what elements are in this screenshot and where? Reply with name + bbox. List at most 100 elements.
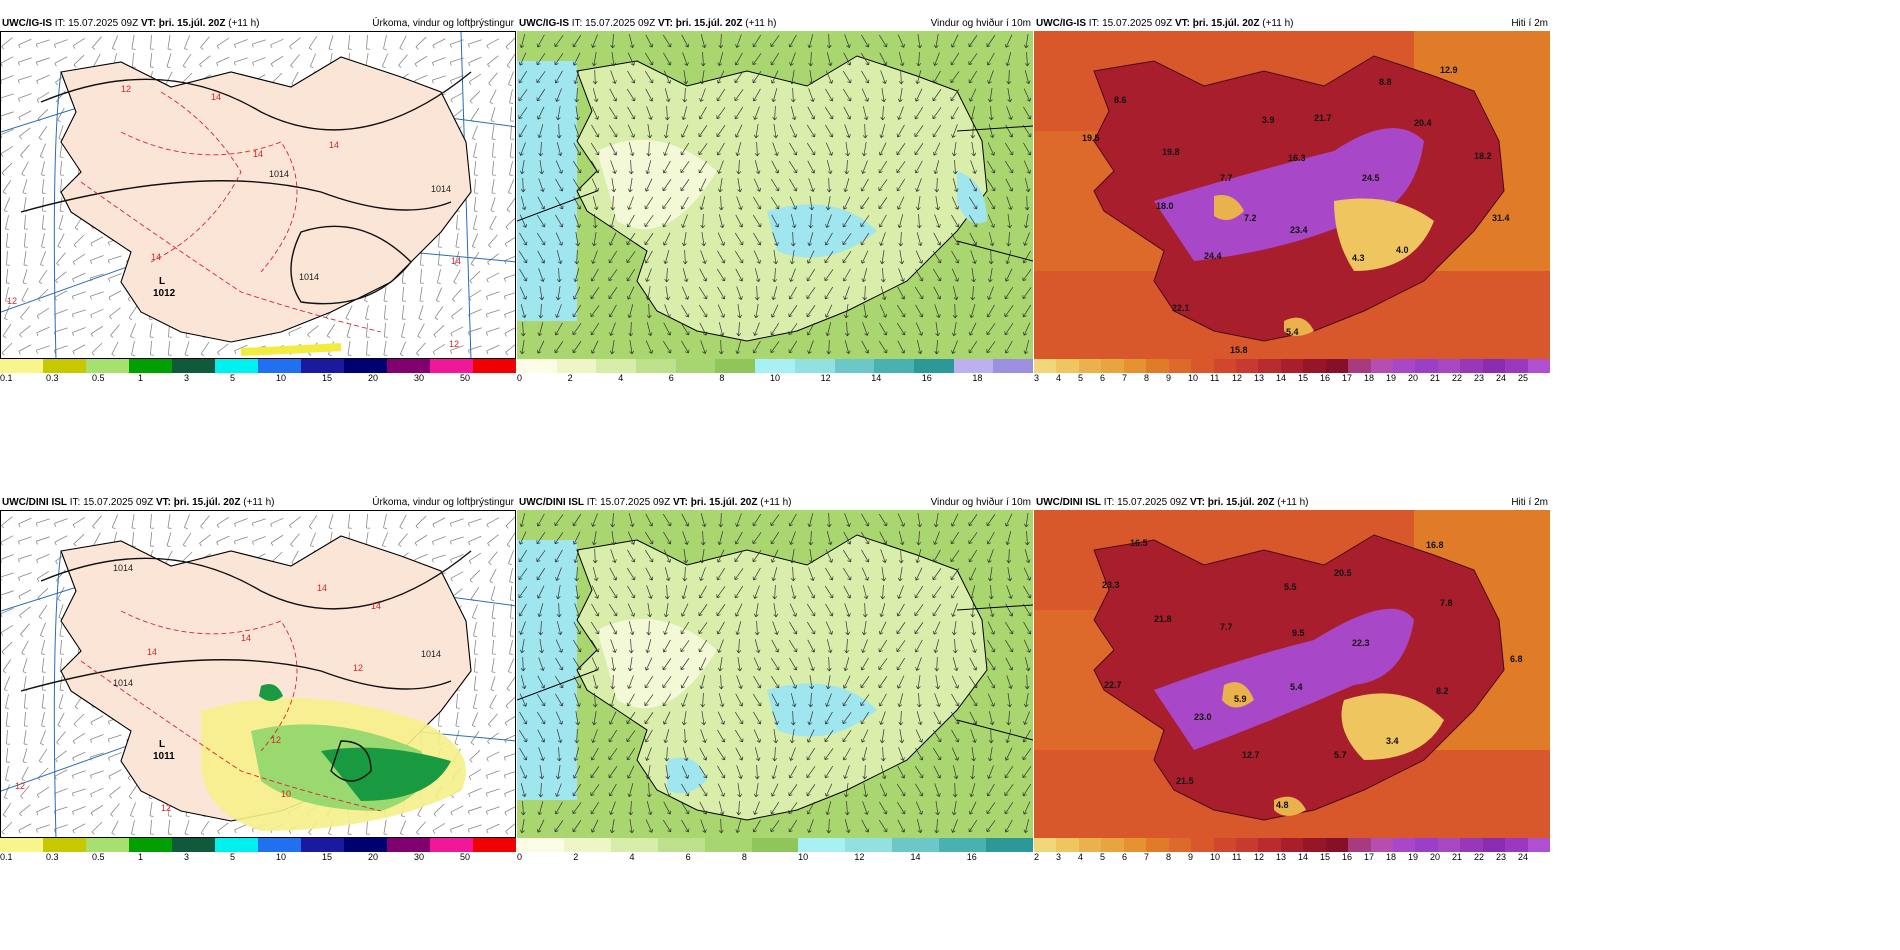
wind-colorbar: [517, 838, 1033, 852]
wind-barb: [20, 785, 30, 799]
wind-arrow: [789, 675, 797, 689]
wind-barb: [365, 322, 370, 338]
legend-swatch: [556, 359, 597, 373]
wind-arrow: [592, 196, 599, 211]
wind-barb: [90, 325, 104, 337]
wind-arrow: [1004, 142, 1014, 156]
wind-barb: [401, 304, 406, 320]
valid-label: VT:: [1189, 497, 1205, 508]
wind-barb: [487, 534, 499, 547]
legend-tick: 2: [567, 373, 573, 383]
wind-arrow: [718, 818, 724, 834]
wind-arrow: [878, 34, 888, 48]
wind-arrow: [590, 747, 599, 761]
panel-title: Úrkoma, vindur og loftþrýstingur: [372, 497, 514, 508]
wind-barb: [22, 658, 28, 674]
wind-barb: [383, 514, 387, 529]
wind-arrow: [1023, 160, 1031, 174]
wind-arrow: [628, 800, 634, 816]
wind-arrow: [717, 783, 725, 797]
wind-arrow: [556, 621, 563, 636]
legend-swatch: [473, 838, 516, 852]
wind-barb: [473, 694, 477, 709]
legend-swatch: [1527, 838, 1551, 852]
wind-arrow: [987, 765, 994, 779]
wind-arrow: [950, 106, 959, 120]
temp-contour-label: 10: [281, 789, 291, 799]
wind-arrow: [681, 711, 687, 726]
wind-arrow: [971, 621, 977, 636]
wind-arrow: [680, 658, 690, 671]
wind-arrow: [844, 638, 850, 654]
wind-arrow: [608, 232, 617, 246]
wind-barb: [57, 107, 65, 123]
wind-arrow: [682, 747, 689, 762]
wind-barb: [38, 748, 48, 764]
wind-barb: [486, 823, 500, 834]
legend-tick: 20: [1408, 373, 1419, 383]
wind-arrow: [788, 286, 797, 300]
model-label: UWC/IG-IS: [1036, 18, 1086, 29]
legend-tick: 14: [1298, 852, 1309, 862]
wind-arrow: [788, 34, 797, 48]
wind-arrow: [699, 801, 708, 815]
wind-barb: [71, 770, 86, 779]
wind-arrow: [806, 603, 816, 617]
wind-barb: [486, 272, 500, 283]
legend-swatch: [430, 359, 473, 373]
wind-arrow: [879, 783, 888, 797]
wind-barb: [2, 323, 12, 339]
temp-value: 6.8: [1510, 654, 1523, 664]
wind-barb: [17, 536, 32, 545]
wind-barb: [111, 820, 119, 836]
wind-arrow: [682, 52, 689, 66]
wind-arrow: [592, 675, 599, 690]
wind-arrow: [663, 603, 669, 618]
wind-barb: [454, 251, 460, 267]
wind-arrow: [986, 178, 996, 192]
wind-arrow: [1004, 268, 1013, 282]
wind-arrow: [842, 214, 852, 228]
wind-arrow: [914, 585, 924, 599]
legend-tick: 23: [1474, 373, 1485, 383]
wind-arrow: [770, 549, 779, 563]
wind-arrow: [555, 304, 562, 318]
valid-label: VT:: [672, 497, 688, 508]
wind-barb: [1, 111, 14, 120]
wind-arrow: [718, 214, 725, 229]
wind-barb: [54, 535, 68, 546]
wind-arrow: [753, 585, 760, 599]
wind-barb: [435, 287, 443, 303]
wind-arrow: [861, 549, 870, 563]
wind-barb: [57, 712, 65, 728]
wind-barb: [21, 640, 29, 656]
wind-arrow: [700, 729, 707, 743]
wind-arrow: [988, 603, 995, 618]
wind-arrow: [663, 124, 669, 139]
wind-barb: [467, 518, 482, 527]
wind-arrow: [572, 52, 581, 66]
wind-arrow: [987, 142, 996, 156]
wind-arrow: [699, 196, 706, 211]
wind-arrow: [626, 88, 636, 102]
wind-arrow: [824, 748, 834, 761]
wind-arrow: [933, 711, 942, 725]
wind-arrow: [915, 549, 922, 564]
wind-barb: [270, 38, 284, 49]
wind-arrow: [572, 286, 581, 300]
wind-barb: [108, 290, 122, 301]
wind-arrow: [988, 105, 994, 121]
wind-barb: [486, 517, 500, 528]
legend-swatch: [1078, 838, 1102, 852]
wind-arrow: [843, 765, 850, 779]
wind-barb: [35, 518, 50, 527]
wind-arrow: [554, 532, 564, 545]
wind-arrow: [863, 304, 869, 319]
temp-map-svg: 12.9 8.8 8.6 20.4 18.2 19.5 3.9 21.7 16.…: [1034, 31, 1550, 359]
wind-arrow: [788, 784, 798, 797]
wind-arrow: [933, 52, 940, 66]
wind-arrow: [644, 52, 654, 66]
wind-barb: [131, 341, 135, 356]
wind-arrow: [842, 70, 852, 84]
wind-arrow: [698, 585, 707, 599]
